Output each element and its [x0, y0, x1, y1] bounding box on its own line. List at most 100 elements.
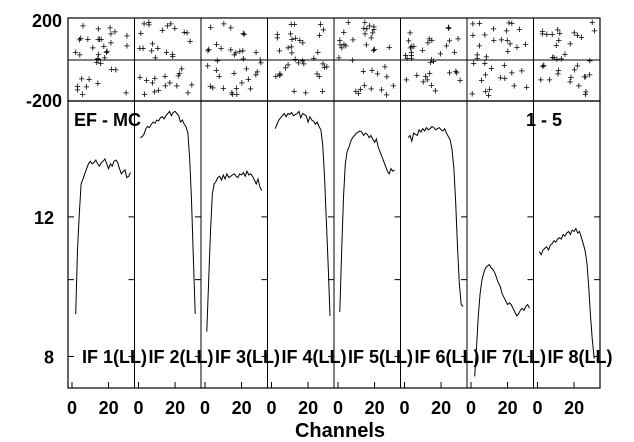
phase-marker: + — [574, 60, 580, 72]
phase-marker: + — [369, 65, 375, 77]
phase-marker: + — [506, 18, 512, 30]
phase-marker: + — [549, 29, 555, 41]
phase-marker: + — [428, 55, 434, 67]
phase-marker: + — [181, 27, 187, 39]
phase-marker: + — [482, 86, 488, 98]
phase-marker: + — [316, 30, 322, 42]
x-tick-label: 0 — [466, 398, 476, 418]
phase-marker: + — [554, 54, 560, 66]
phase-marker: + — [169, 49, 175, 61]
phase-marker: + — [316, 71, 322, 83]
phase-marker: + — [172, 23, 178, 35]
x-tick-label: 20 — [232, 398, 252, 418]
phase-marker: + — [486, 84, 492, 96]
phase-marker: + — [95, 34, 101, 46]
phase-marker: + — [231, 68, 237, 80]
phase-marker: + — [237, 46, 243, 58]
phase-marker: + — [83, 81, 89, 93]
phase-marker: + — [457, 75, 463, 87]
phase-marker: + — [167, 78, 173, 90]
phase-marker: + — [207, 81, 213, 93]
phase-marker: + — [113, 65, 119, 77]
phase-marker: + — [474, 50, 480, 62]
phase-marker: + — [288, 19, 294, 31]
phase-marker: + — [90, 43, 96, 55]
phase-marker: + — [143, 75, 149, 87]
phase-marker: + — [469, 88, 475, 100]
amplitude-series-line — [206, 169, 263, 332]
phase-marker: + — [578, 32, 584, 44]
phase-marker: + — [419, 45, 425, 57]
phase-marker: + — [554, 25, 560, 37]
phase-marker: + — [446, 68, 452, 80]
phase-marker: + — [149, 39, 155, 51]
phase-marker: + — [562, 49, 568, 61]
panel-label: IF 3(LL) — [215, 347, 280, 367]
phase-marker: + — [446, 36, 452, 48]
phase-marker: + — [574, 30, 580, 42]
phase-marker: + — [107, 23, 113, 35]
phase-marker: + — [362, 17, 368, 29]
phase-marker: + — [321, 62, 327, 74]
phase-marker: + — [540, 61, 546, 73]
phase-marker: + — [408, 53, 414, 65]
phase-marker: + — [324, 61, 330, 73]
phase-marker: + — [163, 47, 169, 59]
phase-marker: + — [277, 70, 283, 82]
phase-marker: + — [505, 46, 511, 58]
phase-marker: + — [221, 19, 227, 31]
phase-marker: + — [482, 70, 488, 82]
phase-marker: + — [229, 89, 235, 101]
phase-marker: + — [546, 75, 552, 87]
phase-marker: + — [341, 27, 347, 39]
phase-marker: + — [386, 42, 392, 54]
phase-marker: + — [159, 25, 165, 37]
panel-label: IF 6(LL) — [415, 347, 480, 367]
phase-marker: + — [95, 24, 101, 36]
phase-marker: + — [522, 39, 528, 51]
phase-marker: + — [317, 19, 323, 31]
phase-marker: + — [445, 22, 451, 34]
phase-marker: + — [591, 25, 597, 37]
phase-marker: + — [583, 87, 589, 99]
phase-marker: + — [289, 47, 295, 59]
x-tick-label: 20 — [165, 398, 185, 418]
phase-marker: + — [544, 29, 550, 41]
phase-marker: + — [451, 47, 457, 59]
phase-marker: + — [409, 41, 415, 53]
phase-marker: + — [178, 64, 184, 76]
phase-marker: + — [523, 82, 529, 94]
phase-marker: + — [291, 86, 297, 98]
phase-marker: + — [455, 34, 461, 46]
phase-marker: + — [253, 47, 259, 59]
phase-marker: + — [282, 63, 288, 75]
phase-marker: + — [320, 58, 326, 70]
phase-marker: + — [220, 83, 226, 95]
phase-marker: + — [300, 37, 306, 49]
x-tick-label: 0 — [133, 398, 143, 418]
phase-marker: + — [210, 83, 216, 95]
phase-marker: + — [101, 53, 107, 65]
phase-marker: + — [407, 27, 413, 39]
phase-marker: + — [368, 33, 374, 45]
phase-marker: + — [104, 46, 110, 58]
phase-marker: + — [509, 18, 515, 30]
phase-marker: + — [378, 84, 384, 96]
phase-marker: + — [141, 89, 147, 101]
phase-marker: + — [470, 19, 476, 31]
phase-marker: + — [79, 89, 85, 101]
phase-marker: + — [371, 22, 377, 34]
phase-marker: + — [360, 66, 366, 78]
phase-marker: + — [287, 29, 293, 41]
phase-marker: + — [408, 50, 414, 62]
phase-marker: + — [337, 35, 343, 47]
phase-marker: + — [138, 28, 144, 40]
phase-marker: + — [539, 29, 545, 41]
phase-marker: + — [491, 35, 497, 47]
phase-marker: + — [93, 57, 99, 69]
phase-marker: + — [485, 90, 491, 102]
phase-marker: + — [314, 69, 320, 81]
phase-marker: + — [78, 73, 84, 85]
